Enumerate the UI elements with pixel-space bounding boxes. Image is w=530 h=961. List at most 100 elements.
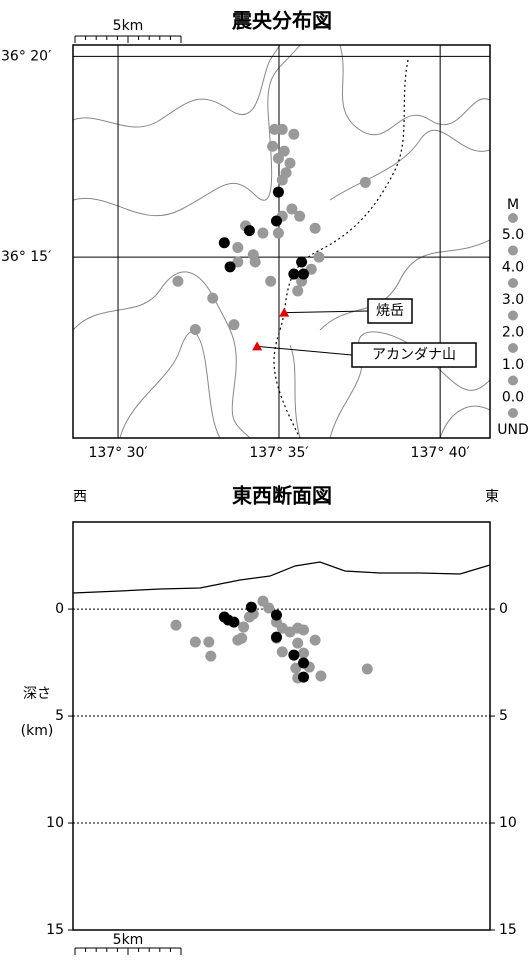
epicenter <box>288 268 300 280</box>
legend-label: 0.0 <box>502 390 524 406</box>
epicenter <box>315 670 327 682</box>
epicenter <box>292 637 304 649</box>
epicenter <box>245 601 257 613</box>
epicenter <box>243 225 255 237</box>
epicenter <box>359 176 371 188</box>
epicenter <box>189 324 201 336</box>
y-tick-label: 0 <box>55 601 64 617</box>
legend-symbol <box>508 375 518 386</box>
chart-title: 東西断面図 <box>232 484 332 508</box>
legend-symbol <box>508 408 518 418</box>
side-label-west: 西 <box>73 489 87 505</box>
legend-title: M <box>507 197 519 213</box>
x-tick-label: 137° 30′ <box>88 445 147 461</box>
y-axis-label: 深さ <box>23 686 51 702</box>
volcano-label: 焼岳 <box>376 303 404 319</box>
legend-symbol <box>508 213 518 223</box>
epicenter <box>269 123 281 135</box>
epicenter <box>298 647 310 659</box>
legend-symbol <box>508 343 518 353</box>
y-tick-label: 36° 20′ <box>1 48 51 64</box>
epicenter <box>294 210 306 222</box>
y2-tick-label: 10 <box>499 815 517 831</box>
plot-frame <box>72 44 491 439</box>
epicenter <box>272 186 284 198</box>
epicenter <box>267 140 279 152</box>
epicenter <box>172 275 184 287</box>
epicenter <box>257 227 269 239</box>
legend-label: 3.0 <box>502 292 524 308</box>
points <box>172 123 371 336</box>
terrain-profile <box>72 561 491 594</box>
epicenter <box>218 237 230 249</box>
epicenter <box>276 646 288 658</box>
epicenter <box>272 152 284 164</box>
epicenter <box>298 657 310 669</box>
epicenter <box>189 636 201 648</box>
epicenter <box>238 621 250 633</box>
epicenter <box>361 663 373 675</box>
epicenter <box>290 662 302 674</box>
contours <box>73 45 490 438</box>
legend-label: 4.0 <box>502 260 524 276</box>
volcano-label-box <box>351 342 477 368</box>
epicenter <box>298 624 310 636</box>
legend-label: UND <box>497 422 529 438</box>
plot-frame <box>72 521 491 931</box>
epicenter <box>236 632 248 644</box>
scale-label: 5km <box>113 18 144 34</box>
epicenter <box>296 256 308 268</box>
y-tick-label: 15 <box>46 922 64 938</box>
volcano <box>279 307 290 317</box>
epicenter <box>203 636 215 648</box>
epicenter <box>243 611 255 623</box>
legend-symbol <box>508 310 518 321</box>
epicenter <box>276 123 288 135</box>
scale-label: 5km <box>113 932 144 948</box>
epicenter <box>207 292 219 304</box>
y-tick-label: 36° 15′ <box>1 249 51 265</box>
leader-line <box>284 310 369 314</box>
legend-label: 5.0 <box>502 227 524 243</box>
epicenter <box>309 222 321 234</box>
volcano-label: アカンダナ山 <box>372 347 456 363</box>
epicenter <box>284 157 296 169</box>
epicenter <box>228 319 240 331</box>
epicenter <box>205 650 217 662</box>
epicenter <box>270 631 282 643</box>
y2-tick-label: 15 <box>499 922 517 938</box>
epicenter <box>249 256 261 268</box>
epicenter <box>170 619 182 631</box>
epicenter <box>263 602 275 614</box>
epicenter <box>309 634 321 646</box>
legend-symbol <box>508 245 518 256</box>
x-tick-label: 137° 35′ <box>249 445 308 461</box>
volcano-label-box <box>367 298 413 324</box>
epicenter <box>298 268 310 280</box>
leader-line <box>257 345 353 356</box>
legend-label: 1.0 <box>502 357 524 373</box>
epicenter <box>288 649 300 661</box>
epicenter <box>288 128 300 140</box>
x-tick-label: 137° 40′ <box>411 445 470 461</box>
epicenter <box>292 285 304 297</box>
side-label-east: 東 <box>485 489 499 505</box>
y-tick-label: 10 <box>46 815 64 831</box>
legend-symbol <box>508 278 518 288</box>
y2-tick-label: 5 <box>499 708 508 724</box>
epicenter <box>276 174 288 186</box>
epicenter <box>228 616 240 628</box>
epicenter <box>270 215 282 227</box>
epicenter <box>298 671 310 683</box>
epicenter <box>313 251 325 263</box>
y-tick-label: 5 <box>55 708 64 724</box>
y-axis-label: (km) <box>21 723 54 739</box>
epicenter <box>272 227 284 239</box>
volcano <box>252 341 263 351</box>
epicenter <box>232 242 244 254</box>
boundary <box>273 59 409 438</box>
epicenter <box>265 275 277 287</box>
chart-title: 震央分布図 <box>232 9 332 33</box>
